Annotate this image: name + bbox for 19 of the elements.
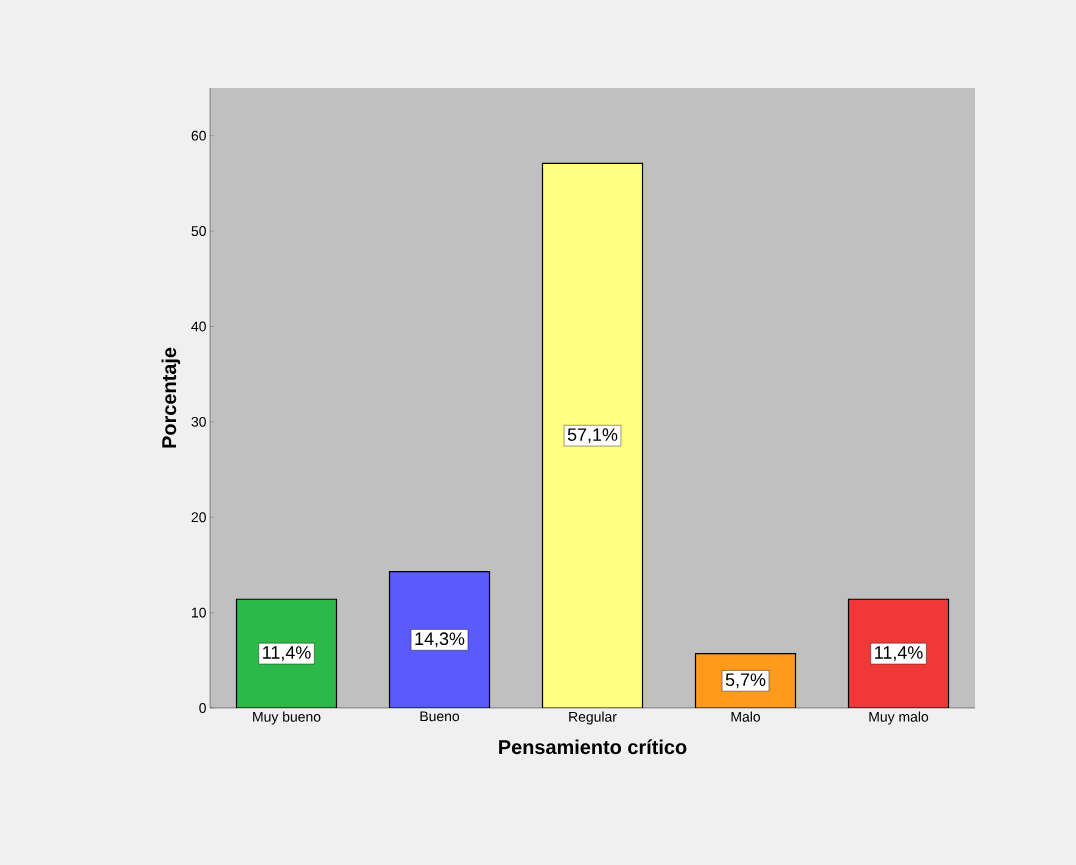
x-tick-label: Muy bueno — [253, 711, 321, 725]
y-tick-label: 50 — [191, 226, 206, 237]
data-label: 57,1% — [567, 428, 618, 444]
y-tick-label: 0 — [199, 703, 206, 713]
x-tick-label: Bueno — [420, 711, 460, 722]
data-label: 14,3% — [415, 632, 465, 648]
data-label: 5,7% — [725, 673, 766, 689]
x-tick-label: Regular — [569, 711, 617, 725]
data-label: 11,4% — [263, 646, 311, 661]
y-axis-title: Porcentaje — [161, 347, 181, 448]
x-tick-label: Malo — [731, 711, 761, 722]
y-tick-label: 60 — [191, 130, 206, 141]
y-tick-label: 40 — [191, 321, 206, 332]
y-tick-label: 30 — [191, 416, 206, 427]
x-tick-label: Muy malo — [869, 711, 929, 725]
y-tick-label: 10 — [192, 607, 206, 618]
y-tick-label: 20 — [191, 512, 206, 523]
x-axis-title: Pensamiento crítico — [499, 739, 687, 755]
data-label: 11,4% — [875, 646, 923, 661]
